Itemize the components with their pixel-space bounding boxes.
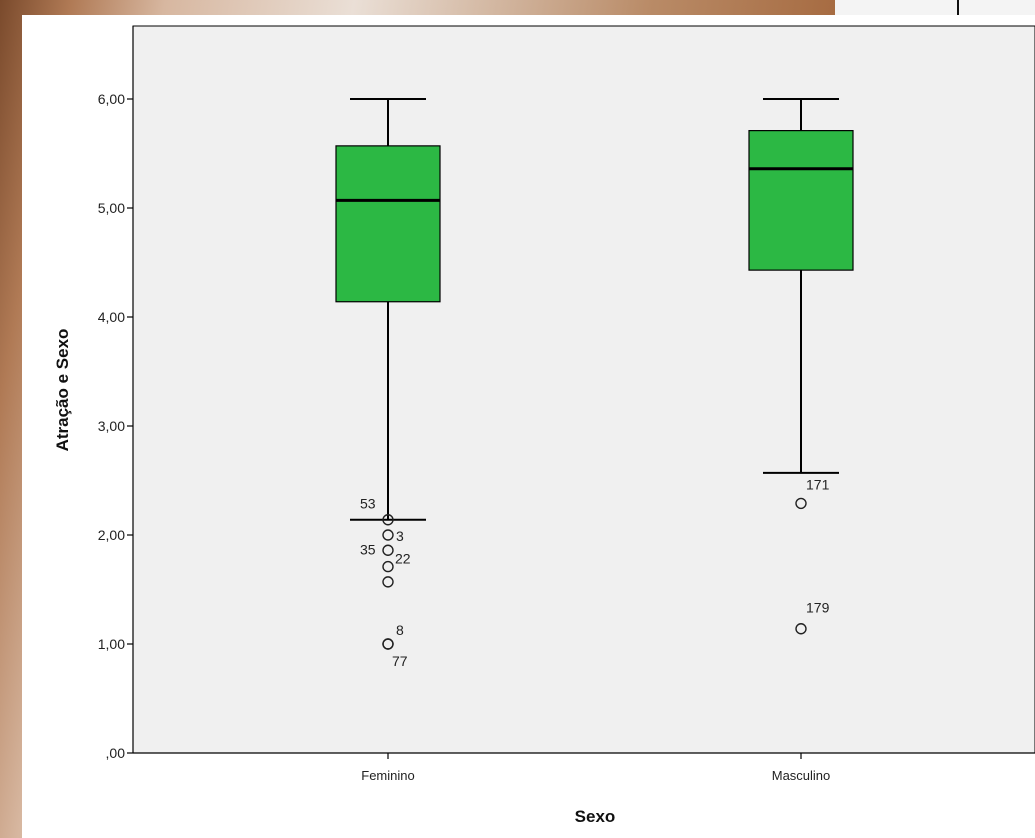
background-divider xyxy=(957,0,959,15)
background-slide-strip xyxy=(835,0,1035,15)
outlier-point xyxy=(382,576,394,588)
outlier-label: 53 xyxy=(360,496,376,512)
outlier-label: 77 xyxy=(392,653,408,669)
box-group-feminino: 53 3 35 22 8 77 xyxy=(335,98,441,669)
outlier-label: 22 xyxy=(395,551,411,567)
outlier-point xyxy=(382,560,394,573)
outlier-point xyxy=(382,529,394,541)
outlier-point xyxy=(382,638,394,650)
x-axis: Feminino Masculino xyxy=(133,752,1035,783)
outlier-point xyxy=(795,497,807,510)
outlier-point xyxy=(382,544,394,556)
y-axis-title: Atração e Sexo xyxy=(53,329,72,452)
y-tick-label: 5,00 xyxy=(98,200,125,216)
y-tick-label: 3,00 xyxy=(98,418,125,434)
outlier-label: 8 xyxy=(396,622,404,638)
y-tick-label: 1,00 xyxy=(98,636,125,652)
box-iqr xyxy=(748,130,854,271)
outlier-label: 3 xyxy=(396,528,404,544)
outlier-label: 179 xyxy=(806,600,830,616)
y-tick-label: 2,00 xyxy=(98,527,125,543)
box-group-masculino: 171 179 xyxy=(748,98,854,635)
boxes: 53 3 35 22 8 77 171 179 xyxy=(335,98,854,669)
y-tick-label: 4,00 xyxy=(98,309,125,325)
outlier-label: 35 xyxy=(360,541,376,557)
x-tick-label: Feminino xyxy=(361,768,414,783)
x-tick-label: Masculino xyxy=(772,768,831,783)
box-iqr xyxy=(335,145,441,303)
plot-area xyxy=(132,25,1035,754)
outlier-point xyxy=(382,514,394,526)
y-tick-label: ,00 xyxy=(106,745,126,761)
outlier-label: 171 xyxy=(806,476,830,492)
y-tick-label: 6,00 xyxy=(98,91,125,107)
x-axis-title: Sexo xyxy=(575,807,616,826)
outlier-point xyxy=(795,623,807,635)
y-axis: ,00 1,00 2,00 3,00 4,00 5,00 6,00 xyxy=(98,26,134,761)
